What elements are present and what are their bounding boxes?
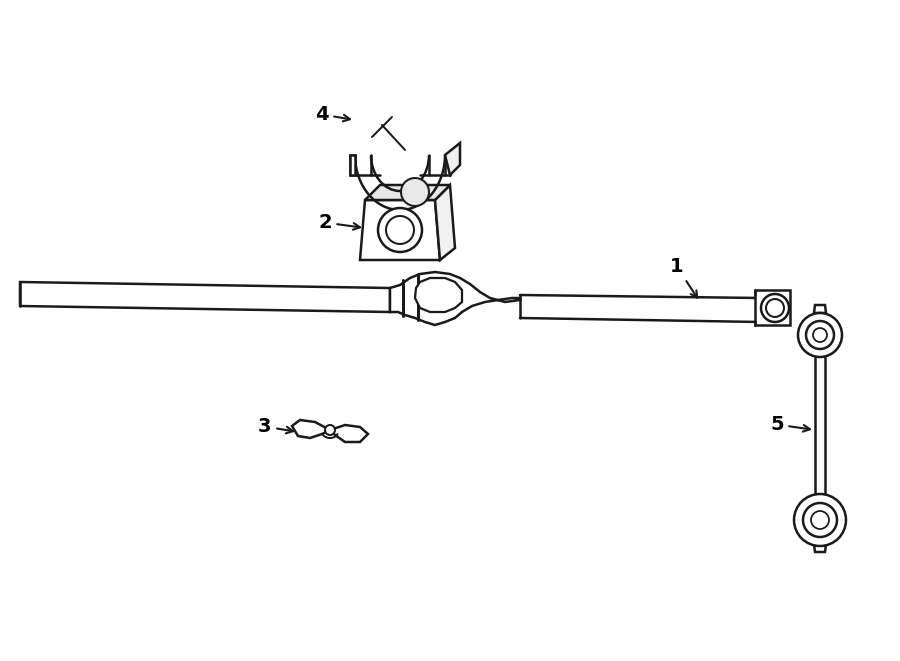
- Polygon shape: [445, 143, 460, 175]
- Circle shape: [386, 216, 414, 244]
- Circle shape: [766, 299, 784, 317]
- Text: 4: 4: [315, 105, 350, 124]
- Polygon shape: [814, 544, 826, 552]
- Polygon shape: [20, 282, 390, 312]
- Polygon shape: [415, 278, 462, 312]
- Circle shape: [761, 294, 789, 322]
- Polygon shape: [330, 425, 368, 442]
- Text: 5: 5: [770, 415, 810, 434]
- Polygon shape: [755, 290, 790, 325]
- Polygon shape: [350, 155, 355, 175]
- Circle shape: [378, 208, 422, 252]
- Circle shape: [813, 328, 827, 342]
- Polygon shape: [360, 200, 440, 260]
- Polygon shape: [292, 420, 330, 438]
- Polygon shape: [814, 305, 826, 313]
- Text: 2: 2: [318, 213, 360, 232]
- Text: 3: 3: [258, 417, 293, 436]
- Polygon shape: [435, 185, 455, 260]
- Circle shape: [794, 494, 846, 546]
- Polygon shape: [365, 185, 450, 200]
- Text: 1: 1: [670, 257, 698, 297]
- Circle shape: [325, 425, 335, 435]
- Circle shape: [401, 178, 429, 206]
- Circle shape: [798, 313, 842, 357]
- Circle shape: [803, 503, 837, 537]
- Circle shape: [811, 511, 829, 529]
- Circle shape: [806, 321, 834, 349]
- Polygon shape: [390, 272, 520, 325]
